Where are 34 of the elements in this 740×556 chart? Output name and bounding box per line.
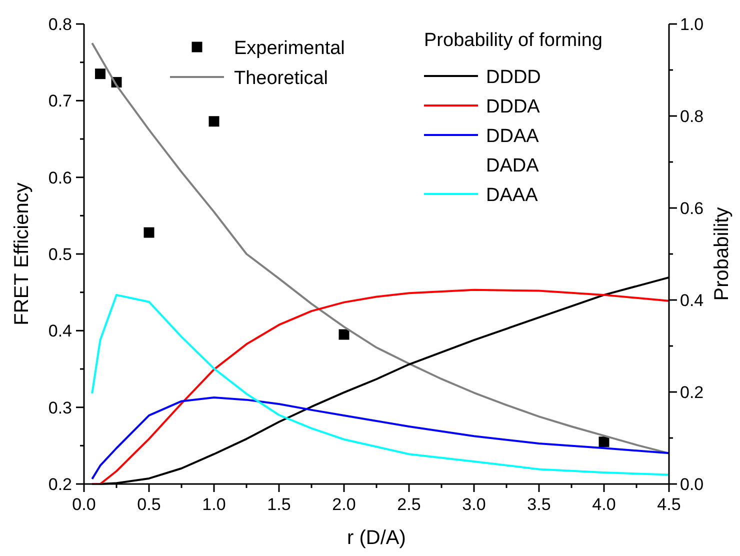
y-tick-label: 0.8 [48, 15, 72, 34]
x-tick-label: 4.0 [592, 495, 616, 514]
y2-tick-label: 1.0 [680, 15, 704, 34]
legend-title: Probability of forming [424, 30, 602, 51]
y-tick-label: 0.5 [48, 245, 72, 264]
y-axis-title: FRET Efficiency [11, 182, 33, 326]
legend-label: DDDA [486, 96, 540, 118]
y2-tick-label: 0.8 [680, 107, 704, 126]
x-tick-label: 2.5 [397, 495, 421, 514]
legend-label: Experimental [234, 38, 345, 59]
x-tick-label: 4.5 [657, 495, 681, 514]
y2-axis-title: Probability [711, 207, 733, 301]
x-axis-title: r (D/A) [347, 527, 406, 549]
x-tick-label: 3.0 [462, 495, 486, 514]
y-tick-label: 0.3 [48, 398, 72, 418]
y2-tick-label: 0.6 [680, 199, 704, 218]
y-tick-label: 0.4 [48, 322, 72, 341]
y2-tick-label: 0.0 [680, 475, 704, 494]
y2-tick-label: 0.2 [680, 383, 704, 402]
y-tick-label: 0.2 [48, 475, 72, 494]
x-tick-label: 0.5 [137, 495, 161, 514]
x-tick-label: 1.0 [202, 495, 226, 514]
y-tick-label: 0.7 [48, 92, 72, 111]
x-tick-label: 2.0 [332, 495, 356, 514]
y2-tick-label: 0.4 [680, 291, 704, 310]
text: DADA [486, 156, 540, 176]
x-tick-label: 3.5 [527, 495, 551, 514]
legend-label: DDDD [486, 67, 541, 88]
legend-label: DDAA [486, 126, 540, 147]
legend-label: Theoretical [234, 68, 328, 89]
y-tick-label: 0.6 [48, 168, 72, 188]
legend-label: DAAA [486, 185, 538, 206]
x-tick-label: 1.5 [267, 495, 291, 514]
x-tick-label: 0.0 [72, 495, 96, 514]
